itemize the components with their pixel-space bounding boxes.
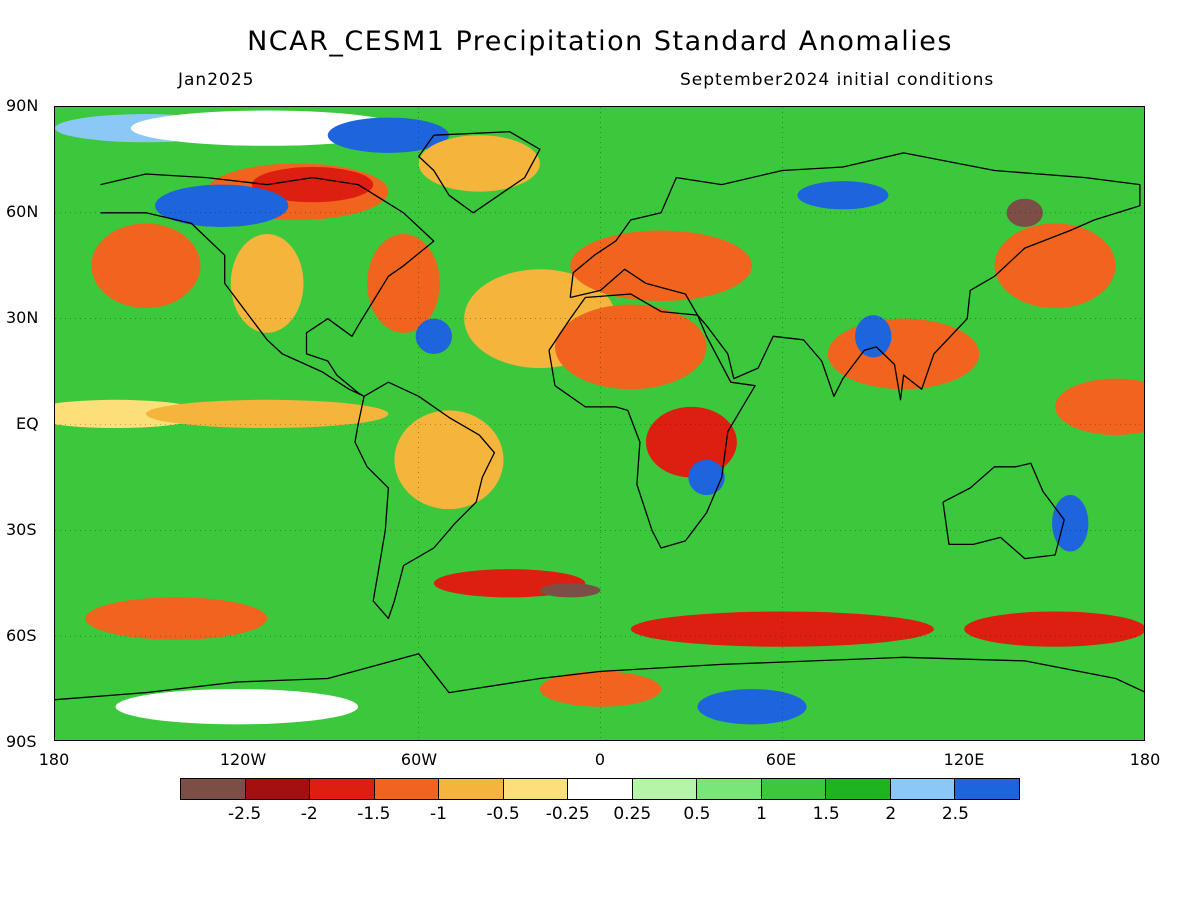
anomaly-region-9 [367,234,440,333]
anomaly-region-31 [697,689,807,725]
anomaly-region-30 [85,597,268,640]
lat-label-30n: 30N [6,308,39,327]
lon-label-120w: 120W [219,750,267,769]
anomaly-region-15 [145,399,389,429]
anomaly-region-2 [327,117,449,153]
colorbar-swatch-3 [374,779,440,799]
colorbar-label-11: 2.5 [941,804,969,824]
coastline-antarctica [55,653,1144,701]
colorbar-label-4: -0.5 [486,804,520,824]
colorbar-label-10: 2 [885,804,897,824]
anomaly-region-18 [688,459,725,496]
anomaly-region-8 [230,234,304,333]
coastline-eurasia [569,152,1141,401]
anomaly-region-6 [155,184,289,227]
anomaly-region-28 [630,611,934,647]
anomaly-region-20 [855,315,892,358]
anomaly-region-33 [115,689,359,725]
anomaly-region-21 [994,223,1116,309]
coastline-north-america [100,173,435,397]
colorbar-swatch-4 [439,779,504,799]
lat-label-60n: 60N [6,202,39,221]
anomaly-region-32 [539,671,662,707]
anomaly-region-25 [1052,495,1089,552]
lon-label-180w: 180 [38,750,70,769]
anomaly-region-23 [797,181,889,210]
anomaly-map [54,106,1145,741]
colorbar-swatch-5 [503,779,569,799]
lat-label-90s: 90S [6,732,37,751]
colorbar-label-1: -2 [300,804,318,824]
anomaly-region-5 [251,166,374,203]
colorbar-swatch-12 [955,779,1019,799]
coastline-australia [942,462,1065,560]
anomaly-region-13 [415,318,453,354]
anomaly-region-27 [539,583,601,598]
anomaly-region-11 [570,230,753,302]
lon-label-180e: 180 [1129,750,1161,769]
colorbar-swatch-9 [761,779,827,799]
colorbar-swatch-2 [310,779,375,799]
colorbar-label-3: -1 [429,804,447,824]
chart-title: NCAR_CESM1 Precipitation Standard Anomal… [247,26,953,57]
colorbar-swatch-7 [632,779,698,799]
anomaly-region-29 [964,611,1144,647]
lon-label-0: 0 [594,750,606,769]
forecast-month: Jan2025 [178,70,255,90]
lat-label-90n: 90N [6,96,39,115]
coastline-south-america [354,381,496,620]
anomaly-region-24 [1055,378,1144,436]
anomaly-region-22 [1006,198,1043,227]
colorbar-swatch-11 [890,779,956,799]
colorbar-swatch-1 [245,779,311,799]
colorbar-label-5: -0.25 [545,804,590,824]
colorbar-swatch-10 [826,779,891,799]
colorbar-swatch-0 [181,779,246,799]
colorbar-label-9: 1.5 [812,804,840,824]
lon-label-60w: 60W [400,750,438,769]
colorbar-label-7: 0.5 [683,804,711,824]
lat-label-60s: 60S [6,626,37,645]
coastline-greenland [418,131,541,214]
anomaly-map-canvas [55,107,1144,740]
colorbar-label-0: -2.5 [228,804,262,824]
lon-label-60e: 60E [765,750,797,769]
colorbar [180,778,1020,800]
lat-label-eq: EQ [16,414,39,433]
anomaly-region-17 [645,406,737,478]
anomaly-region-12 [555,304,707,390]
colorbar-label-6: 0.25 [613,804,652,824]
anomaly-region-3 [418,135,540,192]
colorbar-label-2: -1.5 [357,804,391,824]
colorbar-swatch-8 [697,779,762,799]
anomaly-region-7 [91,223,201,309]
colorbar-swatch-6 [568,779,633,799]
colorbar-label-8: 1 [756,804,767,824]
anomaly-region-16 [394,410,504,510]
initial-conditions-label: September2024 initial conditions [680,70,995,90]
coastline-africa [548,293,756,549]
lat-label-30s: 30S [6,520,37,539]
lon-label-120e: 120E [943,750,985,769]
